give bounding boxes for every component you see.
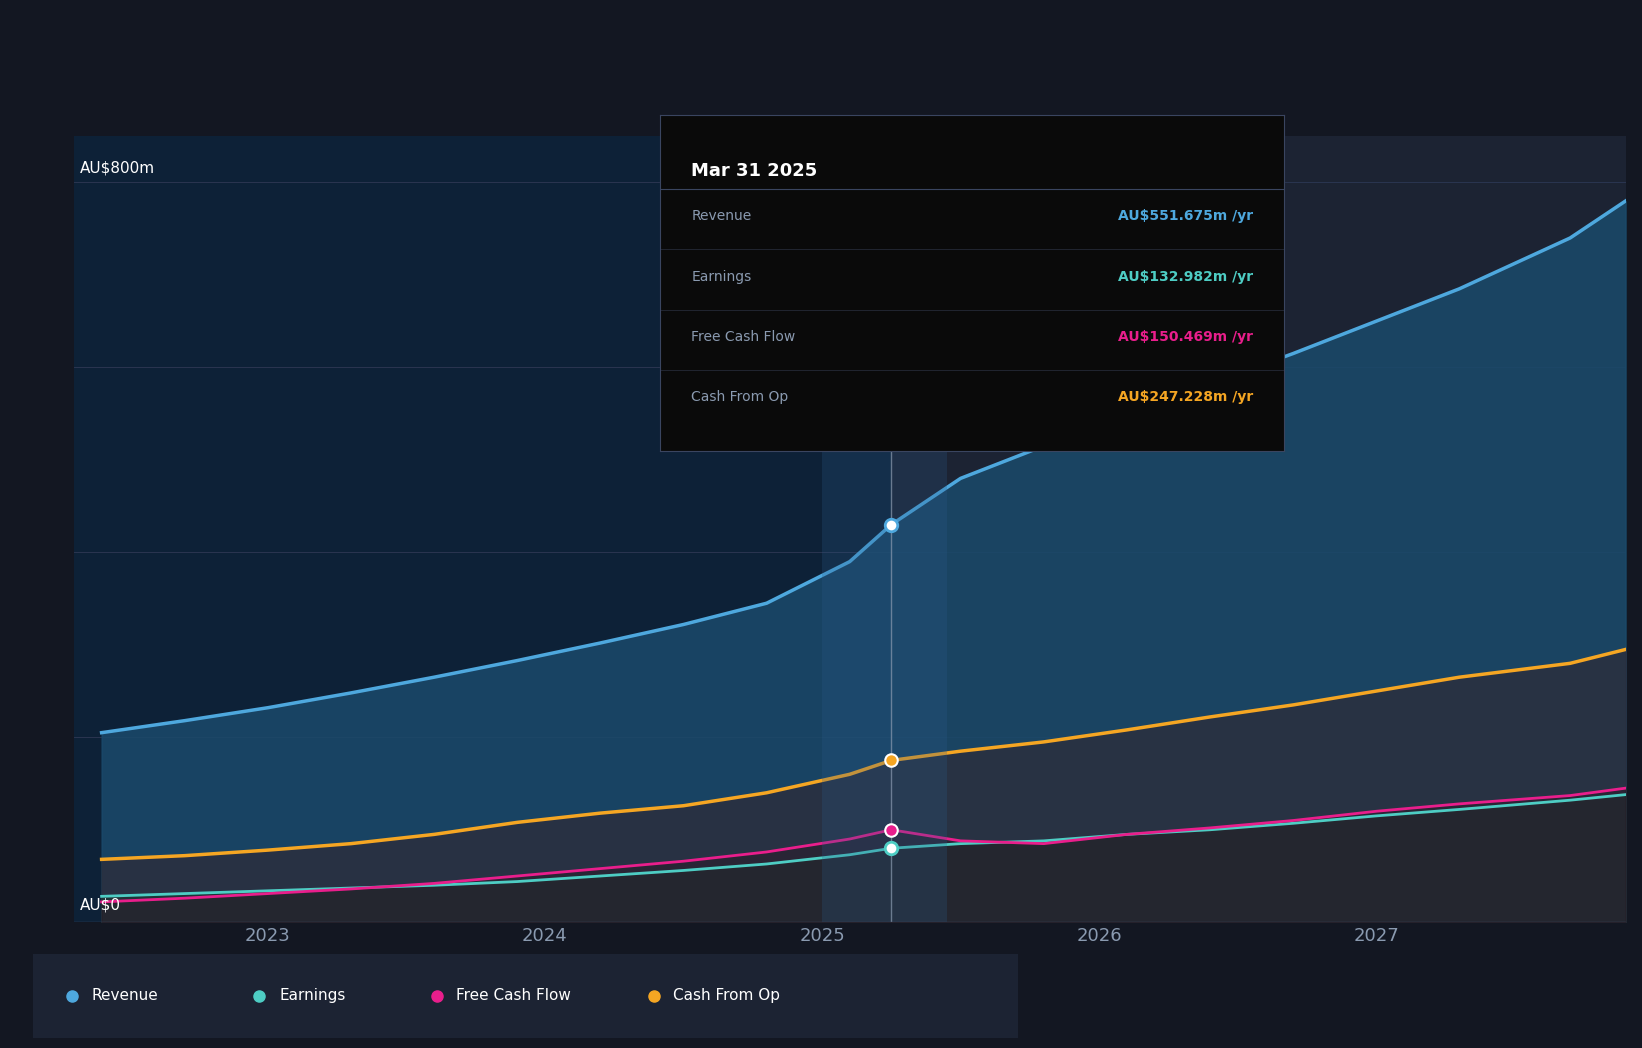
Bar xyxy=(892,136,1626,922)
Bar xyxy=(74,136,892,922)
Text: Earnings: Earnings xyxy=(691,269,752,284)
Text: AU$800m: AU$800m xyxy=(79,160,154,175)
Text: Cash From Op: Cash From Op xyxy=(691,390,788,405)
Text: Analysts Forecasts: Analysts Forecasts xyxy=(905,185,1059,203)
Bar xyxy=(823,136,947,922)
Text: Past: Past xyxy=(842,185,877,203)
Text: AU$150.469m /yr: AU$150.469m /yr xyxy=(1118,330,1253,344)
Text: AU$247.228m /yr: AU$247.228m /yr xyxy=(1118,390,1253,405)
Text: Free Cash Flow: Free Cash Flow xyxy=(456,988,571,1003)
Text: Cash From Op: Cash From Op xyxy=(673,988,780,1003)
Text: Revenue: Revenue xyxy=(691,210,752,223)
Text: AU$132.982m /yr: AU$132.982m /yr xyxy=(1118,269,1253,284)
Text: Earnings: Earnings xyxy=(279,988,345,1003)
Text: Mar 31 2025: Mar 31 2025 xyxy=(691,162,818,180)
Text: Free Cash Flow: Free Cash Flow xyxy=(691,330,795,344)
Text: AU$0: AU$0 xyxy=(79,898,120,913)
Text: AU$551.675m /yr: AU$551.675m /yr xyxy=(1118,210,1253,223)
Text: Revenue: Revenue xyxy=(92,988,159,1003)
